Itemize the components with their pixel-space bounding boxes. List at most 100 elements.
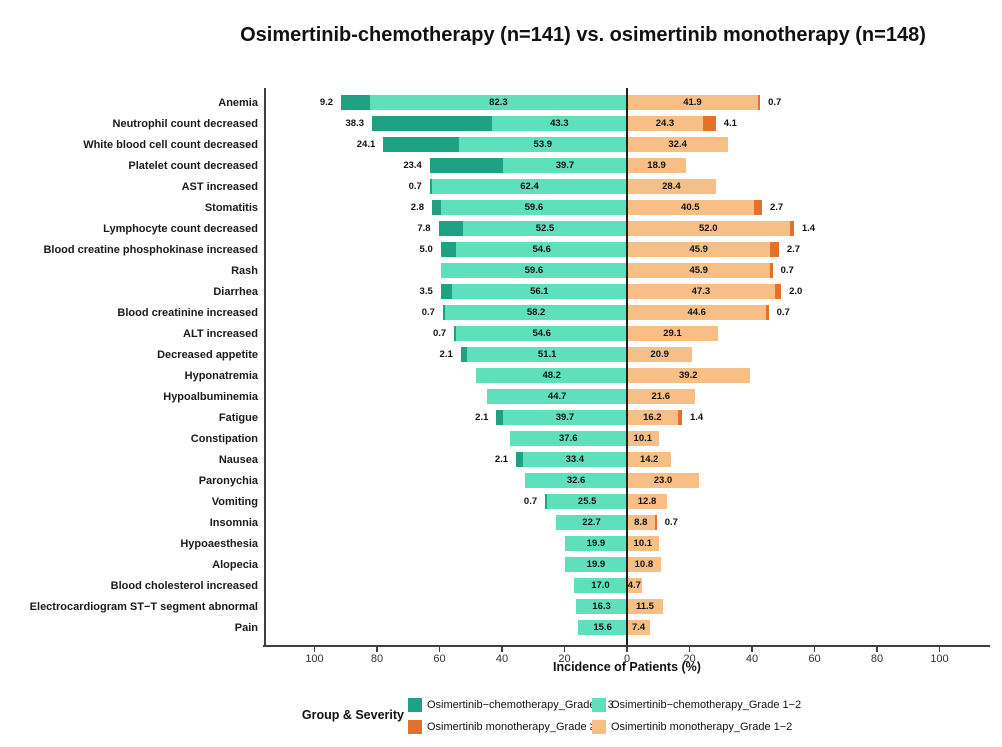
mono-grade3-bar	[770, 263, 773, 278]
zero-reference-line	[626, 88, 628, 645]
mono-grade12-bar	[627, 263, 771, 278]
chemo-grade12-value: 15.6	[593, 622, 612, 633]
chemo-grade12-value: 32.6	[566, 475, 586, 486]
mono-grade12-bar	[627, 473, 699, 488]
chemo-grade3-bar	[383, 137, 459, 152]
axis-tick-label: 100	[930, 653, 949, 665]
chemo-grade12-bar	[509, 431, 627, 446]
mono-grade3-bar	[774, 284, 782, 299]
axis-tick	[938, 646, 941, 652]
mono-grade12-value: 39.2	[679, 370, 698, 381]
mono-grade12-value: 41.9	[683, 97, 702, 108]
category-label: Paronychia	[198, 474, 258, 487]
mono-grade3-value: 0.7	[776, 307, 790, 318]
mono-grade12-bar	[627, 536, 659, 551]
mono-grade12-value: 7.4	[631, 622, 646, 633]
mono-grade12-value: 8.8	[634, 517, 648, 528]
chemo-grade12-bar	[573, 578, 627, 593]
mono-grade12-bar	[627, 431, 659, 446]
axis-tick-label: 60	[808, 653, 821, 665]
mono-grade12-bar	[627, 305, 767, 320]
mono-grade12-bar	[627, 389, 695, 404]
mono-grade3-bar	[766, 305, 769, 320]
axis-tick	[751, 646, 753, 652]
chemo-grade12-value: 22.7	[582, 517, 601, 528]
category-label: ALT increased	[183, 327, 258, 340]
mono-grade12-value: 32.4	[668, 139, 687, 150]
chemo-grade12-bar	[487, 389, 627, 404]
mono-grade12-value: 28.4	[662, 181, 681, 192]
axis-tick-label: 80	[870, 653, 884, 665]
axis-tick	[626, 646, 628, 652]
category-label: Blood cholesterol increased	[110, 579, 258, 592]
chemo-grade12-bar	[456, 242, 627, 257]
category-label: Lymphocyte count decreased	[103, 222, 258, 235]
chemo-grade3-value: 2.1	[494, 454, 509, 465]
chemo-grade12-value: 53.9	[533, 139, 553, 150]
mono-grade12-bar	[627, 116, 703, 131]
chemo-grade12-value: 37.6	[559, 433, 578, 444]
chemo-grade12-value: 59.6	[524, 265, 544, 276]
chemo-grade12-value: 58.2	[526, 307, 546, 318]
chemo-grade12-value: 54.6	[532, 244, 551, 255]
axis-tick-label: 80	[370, 653, 384, 665]
axis-tick	[438, 646, 441, 652]
mono-grade12-value: 11.5	[635, 601, 654, 612]
mono-grade3-bar	[789, 221, 794, 236]
mono-grade3-legend-swatch	[408, 720, 422, 734]
axis-tick	[876, 646, 878, 652]
chemo-grade3-bar	[454, 326, 457, 341]
legend-group-label: Group & Severity	[301, 708, 404, 722]
category-label: Platelet count decreased	[128, 159, 258, 172]
category-label: Rash	[231, 264, 258, 277]
chemo-grade12-bar	[456, 326, 627, 341]
chemo-grade12-bar	[369, 95, 627, 110]
axis-tick-label: 40	[495, 653, 509, 665]
chemo-grade12-value: 43.3	[550, 118, 569, 129]
mono-grade12-value: 10.8	[634, 559, 654, 570]
axis-tick-label: 100	[305, 653, 324, 665]
mono-grade12-value: 23.0	[653, 475, 673, 486]
mono-grade12-bar	[627, 137, 729, 152]
category-label: Diarrhea	[213, 285, 258, 298]
mono-grade3-bar	[677, 410, 682, 425]
category-label: Stomatitis	[204, 201, 258, 214]
mono-grade3-bar	[702, 116, 716, 131]
axis-tick-label: 20	[558, 653, 571, 665]
chemo-grade12-bar	[502, 158, 627, 173]
category-label: Constipation	[190, 432, 258, 445]
chemo-grade12-value: 56.1	[530, 286, 549, 297]
mono-grade12-bar	[627, 452, 672, 467]
chemo-grade3-value: 0.7	[523, 496, 538, 507]
chemo-grade12-bar	[476, 368, 627, 383]
mono-grade12-value: 47.3	[691, 286, 711, 297]
axis-tick	[688, 646, 691, 652]
mono-grade12-bar	[627, 158, 687, 173]
chemo-grade3-value: 2.8	[410, 202, 424, 213]
mono-grade12-value: 16.2	[643, 412, 662, 423]
chemo-grade3-bar	[429, 179, 432, 194]
chemo-grade12-bar	[564, 536, 627, 551]
chemo-grade12-value: 39.7	[555, 160, 575, 171]
chemo-grade3-value: 24.1	[356, 139, 376, 150]
chemo-grade3-bar	[460, 347, 468, 362]
mono-grade12-bar	[627, 326, 718, 341]
chemo-grade3-value: 0.7	[432, 328, 447, 339]
mono-grade12-value: 45.9	[689, 265, 708, 276]
mono-grade12-value: 21.6	[651, 391, 671, 402]
chart-title: Osimertinib-chemotherapy (n=141) vs. osi…	[240, 24, 926, 46]
mono-grade12-bar	[627, 347, 693, 362]
category-label: White blood cell count decreased	[83, 138, 258, 151]
chemo-grade12-value: 44.7	[547, 391, 567, 402]
category-label: Hypoaesthesia	[180, 537, 258, 550]
mono-grade12-bar	[627, 578, 642, 593]
chemo-grade12-value: 16.3	[592, 601, 611, 612]
chemo-grade12-bar	[564, 557, 627, 572]
mono-grade12-value: 29.1	[663, 328, 682, 339]
chemo-grade12-value: 33.4	[565, 454, 585, 465]
chemo-grade12-value: 51.1	[537, 349, 557, 360]
axis-tick-label: 20	[683, 653, 696, 665]
chemo-grade12-bar	[467, 347, 627, 362]
category-label: Vomiting	[211, 495, 258, 508]
